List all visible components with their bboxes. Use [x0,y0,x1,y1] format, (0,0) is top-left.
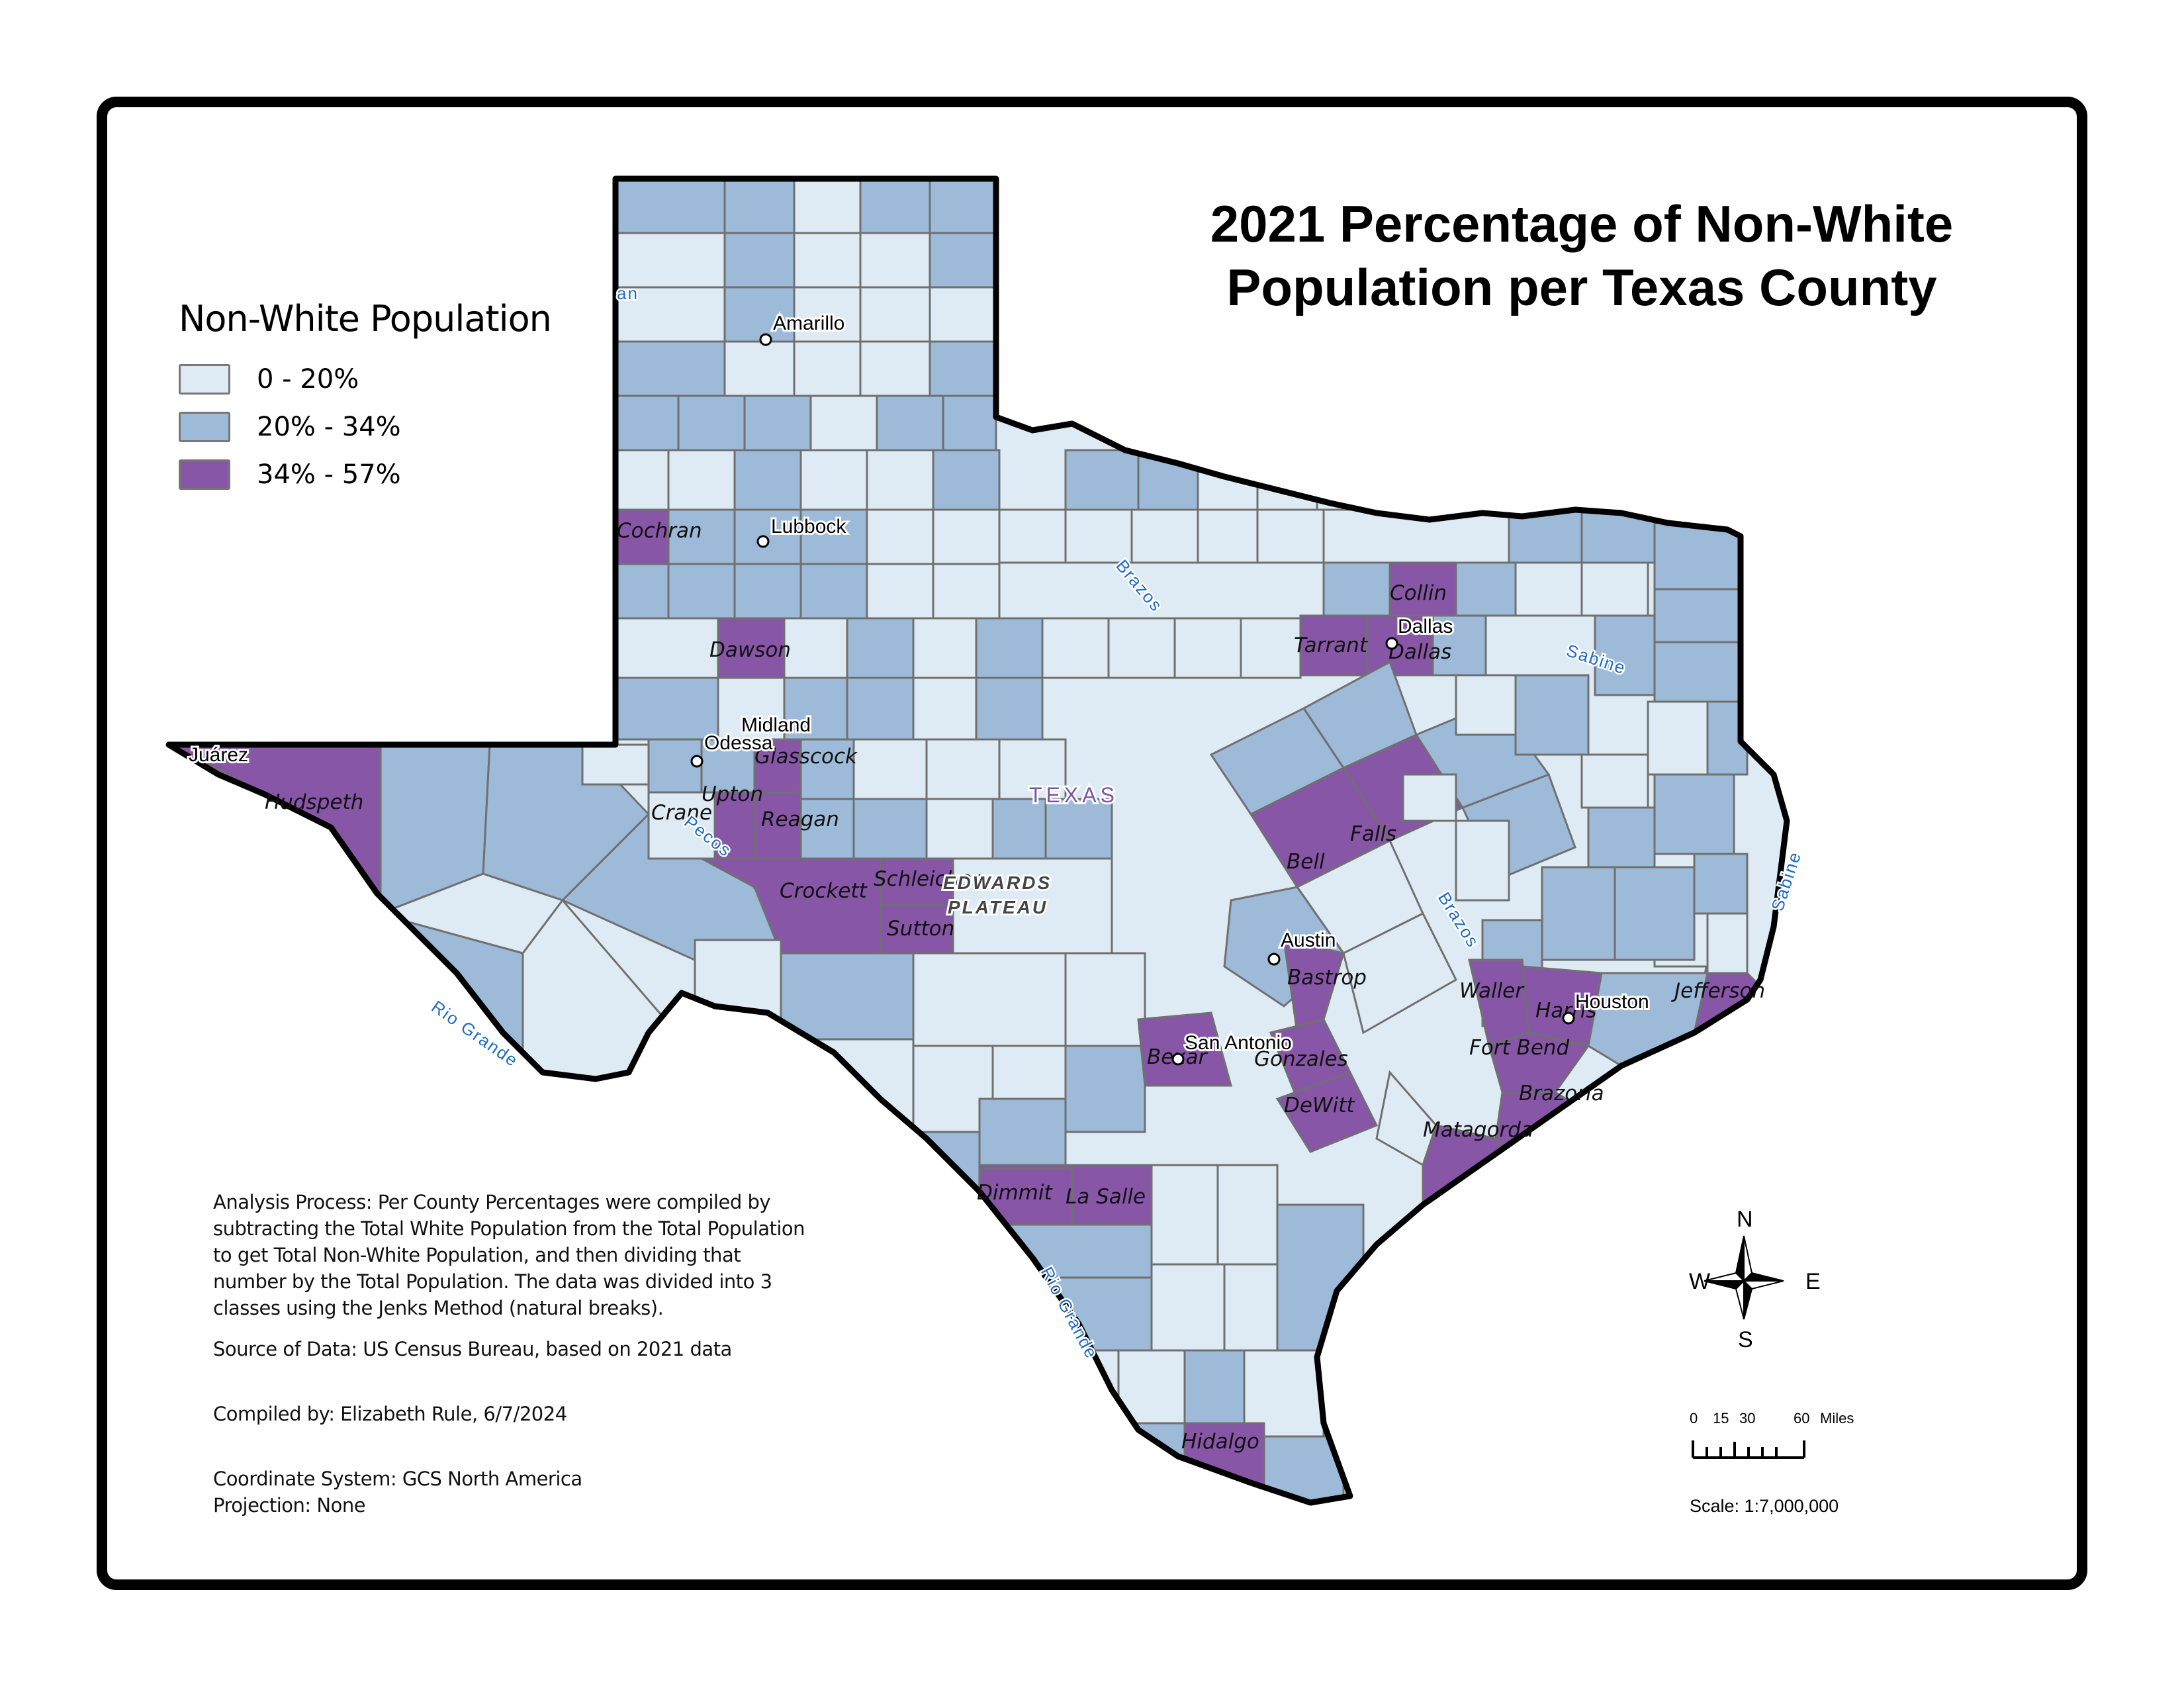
texas-state-outline [165,175,1790,1506]
coordinate-system-text: Coordinate System: GCS North America [213,1468,582,1490]
scale-tick-labels: 0 15 30 60 Miles [1688,1410,1854,1434]
county-label-falls: Falls [1350,822,1396,846]
north-arrow-compass: N W E S [1681,1201,1821,1354]
city-label-odessa: Odessa [704,732,773,754]
city-dot-houston [1562,1011,1575,1025]
county-label-gonzales: Gonzales [1254,1047,1348,1071]
city-label-austin: Austin [1281,929,1336,951]
county-label-matagorda: Matagorda [1423,1118,1533,1142]
county-label-bastrop: Bastrop [1287,966,1367,990]
county-label-dallas: Dallas [1388,640,1451,664]
city-dot-odessa [690,755,704,768]
county-label-dewitt: DeWitt [1284,1094,1355,1117]
city-label-lubbock: Lubbock [771,516,846,538]
county-label-dimmit: Dimmit [977,1181,1053,1205]
data-source-text: Source of Data: US Census Bureau, based … [213,1338,732,1360]
scale-bar-graphic [1692,1440,1805,1459]
county-label-waller: Waller [1459,979,1525,1003]
title-line-1: 2021 Percentage of Non-White [1210,195,1954,253]
county-label-fort-bend: Fort Bend [1469,1036,1570,1060]
city-label-amarillo: Amarillo [773,312,844,334]
city-dot-austin [1267,953,1281,966]
county-label-brazoria: Brazoria [1519,1082,1604,1105]
legend-swatch-mid [179,412,230,442]
county-label-crockett: Crockett [780,879,868,903]
river-label-canadian-partial: an [617,283,639,303]
state-label: TEXAS [1029,783,1118,807]
county-label-crane: Crane [651,801,712,825]
city-label-houston: Houston [1575,991,1649,1013]
county-label-cochran: Cochran [617,519,702,543]
legend-label-low: 0 - 20% [257,364,359,395]
county-label-tarrant: Tarrant [1294,633,1369,657]
region-label-plateau: PLATEAU [948,897,1048,917]
map-title: 2021 Percentage of Non-White Population … [1125,192,2038,319]
city-label-juarez: Juárez [189,744,248,766]
county-label-hudspeth: Hudspeth [265,790,363,814]
county-label-schleicher: Schleicher [874,867,981,891]
city-dot-amarillo [759,333,772,346]
legend-item-high: 34% - 57% [179,451,551,498]
city-label-san-antonio: San Antonio [1185,1032,1292,1054]
county-label-la-salle: La Salle [1066,1185,1146,1209]
city-label-dallas: Dallas [1398,616,1453,637]
compiled-by-text: Compiled by: Elizabeth Rule, 6/7/2024 [213,1403,567,1425]
compass-e: E [1805,1269,1821,1294]
compass-n: N [1737,1207,1753,1232]
legend-label-high: 34% - 57% [257,459,401,490]
map-notes: Analysis Process: Per County Percentages… [213,1189,809,1519]
county-label-sutton: Sutton [887,917,954,941]
legend-item-mid: 20% - 34% [179,403,551,451]
scale-bar: 0 15 30 60 Miles [1688,1410,1854,1463]
scale-ratio: Scale: 1:7,000,000 [1690,1496,1839,1516]
legend-title: Non-White Population [179,298,552,340]
scale-unit: Miles [1820,1410,1854,1427]
scale-tick-15: 15 [1713,1410,1729,1427]
county-label-collin: Collin [1390,581,1447,605]
city-dot-san-antonio [1171,1053,1185,1066]
legend-swatch-high [179,459,230,490]
county-label-jefferson: Jefferson [1670,979,1765,1003]
legend-label-mid: 20% - 34% [257,412,401,442]
projection-text: Projection: None [213,1494,366,1517]
city-dot-lubbock [756,535,770,548]
city-label-midland: Midland [741,714,811,736]
county-label-dawson: Dawson [709,638,791,662]
county-label-upton: Upton [702,782,763,806]
county-label-bell: Bell [1287,850,1325,874]
compass-s: S [1738,1327,1753,1352]
compass-star-icon [1704,1235,1784,1320]
county-label-glasscock: Glasscock [754,745,858,769]
legend: Non-White Population 0 - 20% 20% - 34% 3… [179,298,552,498]
county-labels: Cochran Dawson Glasscock Upton Crane Rea… [265,519,1765,1454]
city-dot-dallas [1385,637,1398,650]
scale-tick-0: 0 [1690,1410,1698,1427]
analysis-process-text: Analysis Process: Per County Percentages… [213,1191,805,1319]
city-markers: Amarillo Lubbock Midland Odessa Juárez D… [187,310,1651,1066]
legend-item-low: 0 - 20% [179,355,551,403]
title-line-2: Population per Texas County [1226,258,1937,316]
scale-tick-30: 30 [1739,1410,1756,1427]
legend-swatch-low [179,364,230,395]
county-label-hidalgo: Hidalgo [1181,1430,1259,1454]
scale-tick-60: 60 [1794,1410,1810,1427]
region-label-edwards: EDWARDS [943,872,1052,893]
county-label-reagan: Reagan [761,808,839,831]
